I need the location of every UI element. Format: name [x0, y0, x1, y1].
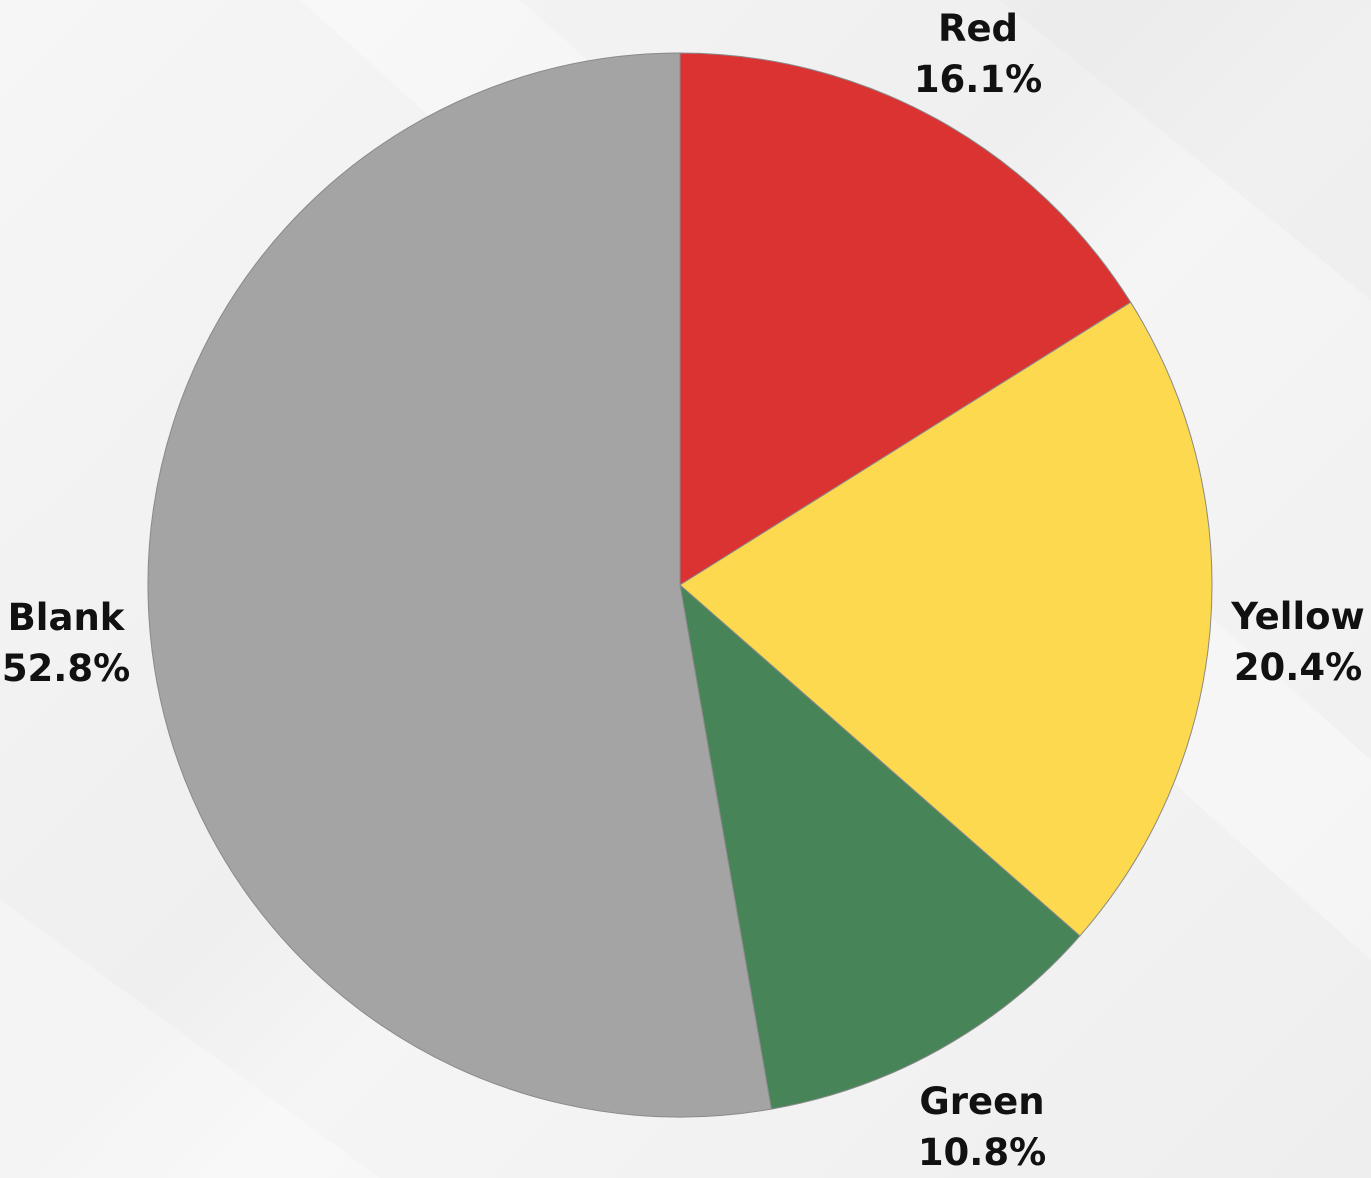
pie-slice-red [679, 52, 1132, 586]
slice-label-green: Green [919, 1080, 1044, 1123]
pie-slice-green [679, 583, 1081, 1110]
pie-slices [147, 52, 1213, 1118]
pie-labels: Red 16.1% Yellow 20.4% Green 10.8% Blank 52.8% [2, 7, 1365, 1174]
slice-label-red: Red [938, 7, 1018, 50]
slice-value-red: 16.1% [914, 58, 1042, 101]
pie-slice-yellow [679, 301, 1213, 937]
pie-slice-blank [147, 52, 772, 1118]
slice-value-blank: 52.8% [2, 647, 130, 690]
slice-label-yellow: Yellow [1230, 595, 1364, 638]
slice-value-yellow: 20.4% [1234, 646, 1362, 689]
slice-label-blank: Blank [8, 596, 126, 639]
slice-value-green: 10.8% [918, 1131, 1046, 1174]
